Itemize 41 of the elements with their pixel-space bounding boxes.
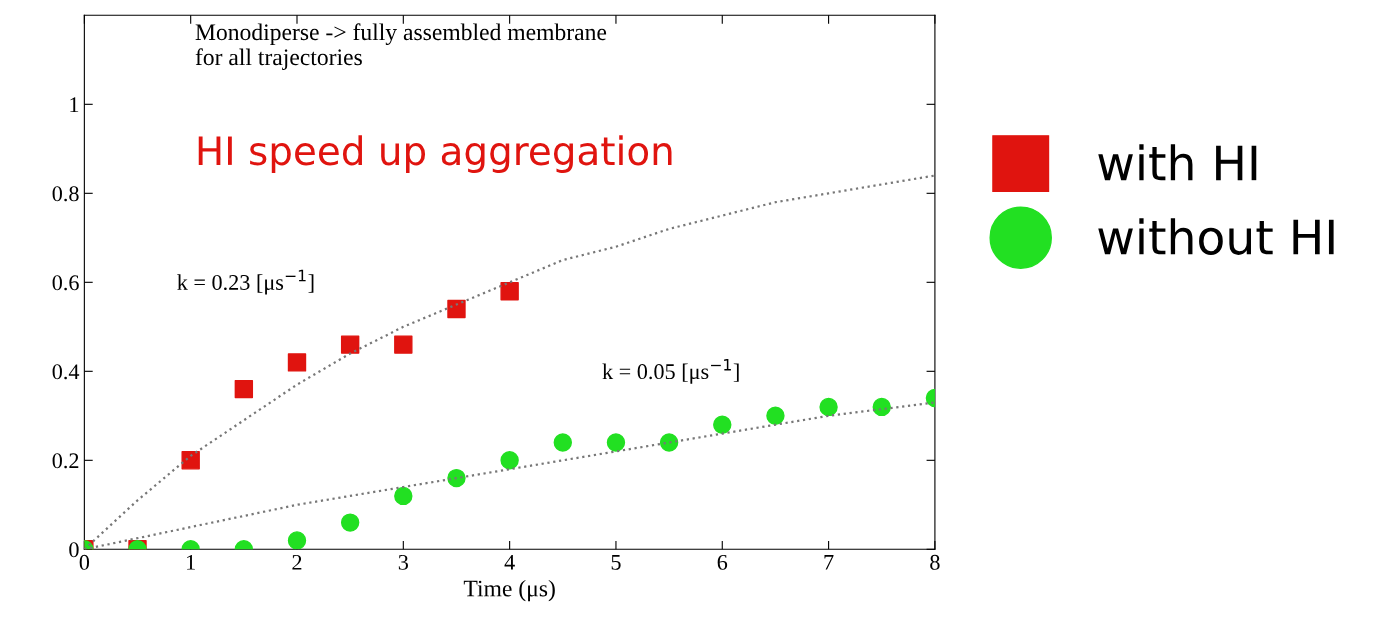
point xyxy=(872,397,891,417)
annotation: Monodiperse -> fully assembled membrane for all trajectories xyxy=(195,23,607,71)
x-axis-title: Time (μs) xyxy=(463,579,555,602)
x-tick-label: 3 xyxy=(398,554,408,570)
point xyxy=(500,451,519,470)
legend-label: without HI xyxy=(1098,218,1334,255)
point xyxy=(287,531,307,550)
x-tick-label: 1 xyxy=(187,554,195,570)
point xyxy=(287,353,307,372)
x-tick-label: 6 xyxy=(717,554,728,570)
annotation: k = 0.23 [μs$^{−1}$] xyxy=(177,269,314,295)
point xyxy=(713,415,732,434)
legend-label: with HI xyxy=(1098,144,1257,181)
point xyxy=(340,513,360,532)
annotation: HI speed up aggregation xyxy=(198,135,672,173)
point xyxy=(500,282,519,301)
point xyxy=(234,379,254,399)
x-tick-label: 8 xyxy=(930,554,940,570)
point xyxy=(659,433,679,452)
point xyxy=(766,406,785,426)
point xyxy=(340,335,360,354)
point xyxy=(447,299,466,319)
x-tick-label: 7 xyxy=(824,555,834,570)
x-tick-label: 2 xyxy=(292,554,302,570)
x-tick-label: 0 xyxy=(79,554,90,570)
y-tick-label: 0.2 xyxy=(52,453,79,469)
point xyxy=(394,335,413,354)
point xyxy=(394,486,413,506)
point xyxy=(181,451,200,470)
y-tick-label: 1 xyxy=(70,97,79,113)
y-tick-label: 0 xyxy=(69,542,79,558)
x-tick-label: 5 xyxy=(611,555,621,570)
y-tick-label: 0.6 xyxy=(52,275,79,291)
point xyxy=(553,433,572,452)
point xyxy=(447,468,466,488)
annotation: k = 0.05 [μs$^{−1}$] xyxy=(602,359,739,384)
point xyxy=(606,433,626,452)
x-tick-label: 4 xyxy=(504,554,515,570)
point xyxy=(819,397,838,417)
y-tick-label: 0.4 xyxy=(52,364,80,380)
y-tick-label: 0.8 xyxy=(52,186,79,202)
